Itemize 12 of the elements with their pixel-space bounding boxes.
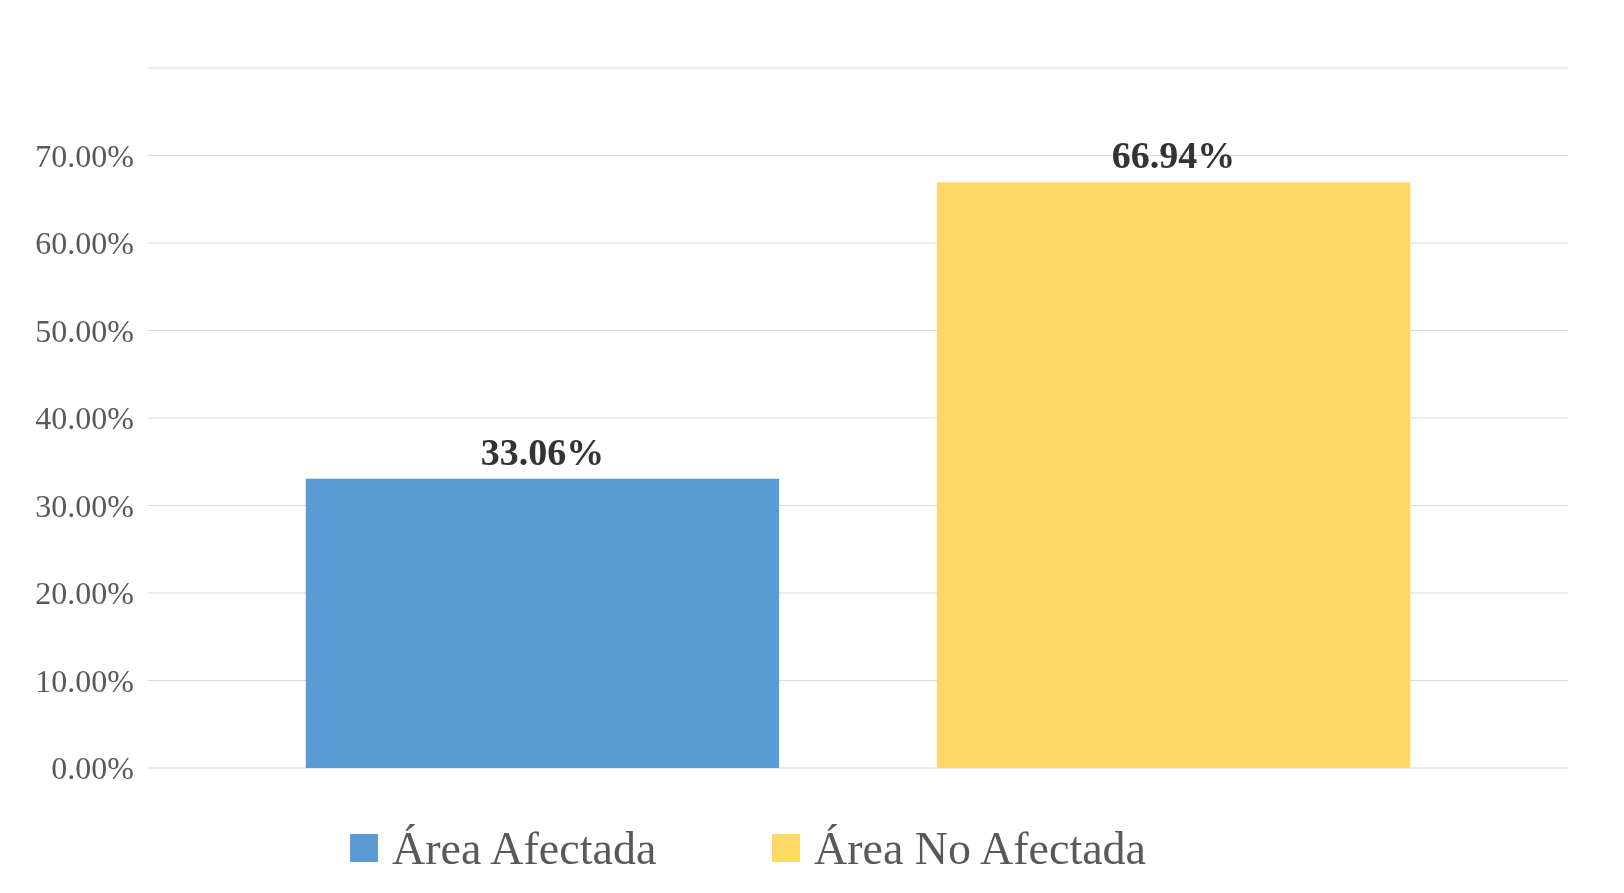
data-label: 66.94% xyxy=(1111,134,1236,177)
legend-label: Área No Afectada xyxy=(814,823,1147,875)
legend-label: Área Afectada xyxy=(392,823,657,875)
y-tick-label: 20.00% xyxy=(35,575,134,612)
y-tick-label: 50.00% xyxy=(35,312,134,349)
data-label: 33.06% xyxy=(480,430,605,473)
y-tick-label: 30.00% xyxy=(35,487,134,524)
y-tick-label: 70.00% xyxy=(35,137,134,174)
y-tick-label: 10.00% xyxy=(35,662,134,699)
y-tick-label: 60.00% xyxy=(35,225,134,262)
y-tick-label: 0.00% xyxy=(51,750,134,787)
y-tick-label: 40.00% xyxy=(35,400,134,437)
